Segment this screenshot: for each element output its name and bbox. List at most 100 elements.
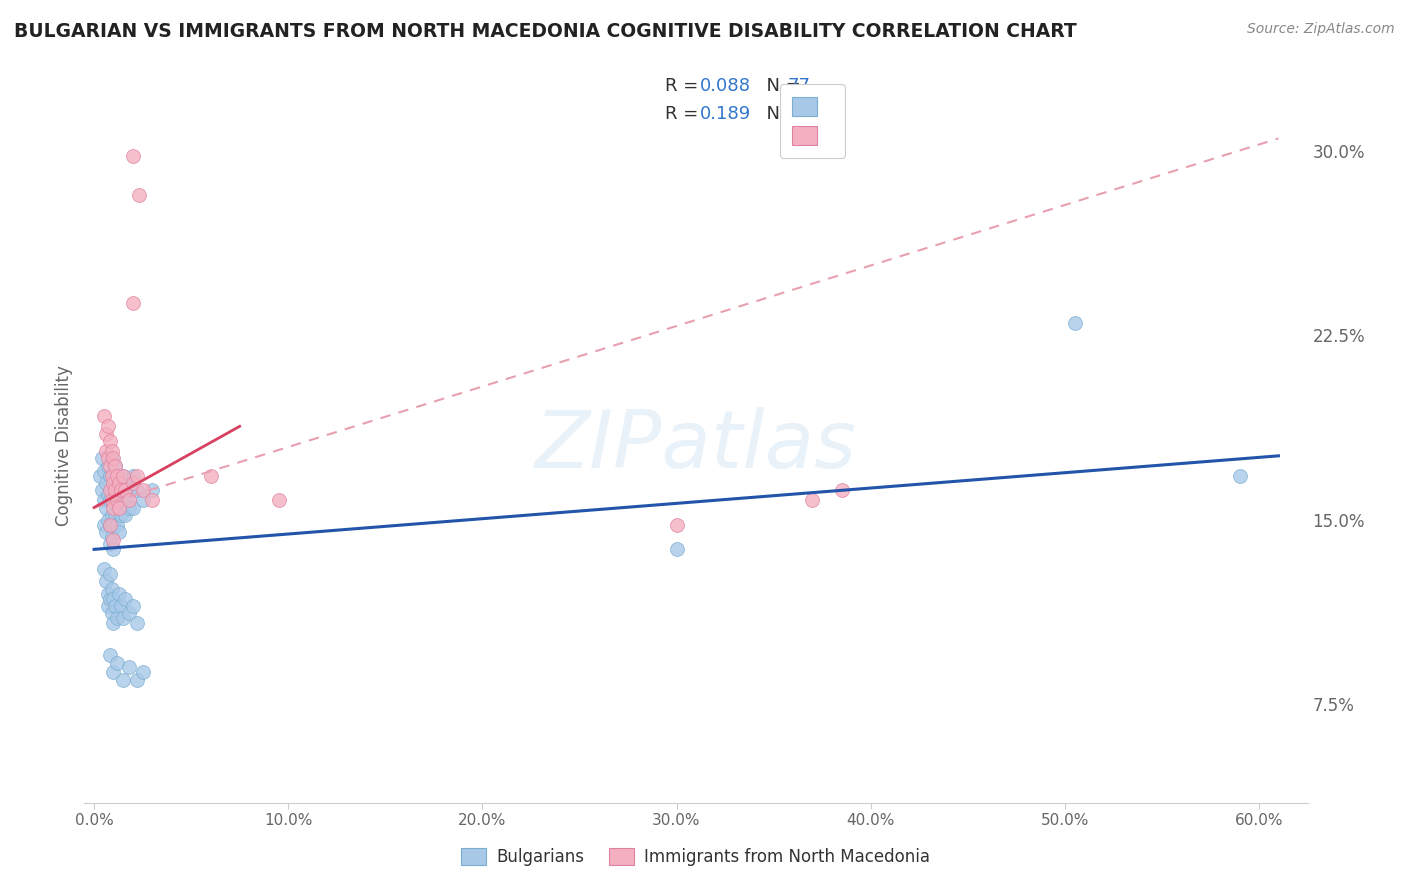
Point: [108, 500, 131, 515]
Point: [104, 508, 127, 522]
Point: [105, 493, 128, 508]
Point: [115, 493, 138, 508]
Point: [105, 468, 128, 483]
Point: [112, 468, 135, 483]
Point: [103, 591, 125, 606]
Point: [110, 599, 132, 613]
Text: 0.189: 0.189: [700, 105, 751, 123]
Point: [105, 468, 128, 483]
Point: [105, 517, 128, 532]
Point: [90, 483, 112, 498]
Point: [97, 599, 120, 613]
Point: [104, 483, 127, 498]
Point: [665, 542, 688, 557]
Point: [114, 483, 136, 498]
Point: [98, 537, 121, 551]
Point: [100, 508, 122, 522]
Point: [98, 493, 121, 508]
Point: [98, 468, 121, 483]
Point: [122, 468, 145, 483]
Text: R =: R =: [665, 105, 710, 123]
Point: [94, 444, 117, 458]
Point: [100, 493, 122, 508]
Point: [97, 458, 120, 473]
Point: [103, 542, 125, 557]
Point: [122, 599, 145, 613]
Point: [103, 475, 125, 490]
Text: 0.088: 0.088: [700, 77, 751, 95]
Point: [98, 434, 121, 448]
Point: [141, 483, 163, 498]
Point: [93, 409, 115, 424]
Point: [103, 493, 125, 508]
Point: [125, 468, 148, 483]
Point: [93, 493, 115, 508]
Point: [104, 458, 127, 473]
Point: [100, 444, 122, 458]
Point: [128, 188, 150, 202]
Point: [93, 464, 115, 478]
Point: [98, 591, 121, 606]
Point: [97, 513, 120, 527]
Point: [98, 458, 121, 473]
Point: [131, 483, 153, 498]
Point: [801, 493, 824, 508]
Text: Source: ZipAtlas.com: Source: ZipAtlas.com: [1247, 22, 1395, 37]
Point: [98, 483, 121, 498]
Legend: Bulgarians, Immigrants from North Macedonia: Bulgarians, Immigrants from North Macedo…: [454, 841, 938, 873]
Point: [94, 475, 117, 490]
Point: [108, 587, 131, 601]
Point: [103, 533, 125, 547]
Text: ZIPatlas: ZIPatlas: [534, 407, 858, 485]
Point: [90, 451, 112, 466]
Point: [200, 468, 222, 483]
Point: [108, 475, 131, 490]
Point: [97, 419, 120, 434]
Point: [94, 525, 117, 540]
Point: [104, 599, 127, 613]
Point: [118, 475, 141, 490]
Point: [100, 451, 122, 466]
Point: [125, 616, 148, 631]
Text: 37: 37: [787, 105, 811, 123]
Point: [103, 451, 125, 466]
Point: [100, 468, 122, 483]
Point: [103, 665, 125, 680]
Point: [118, 660, 141, 674]
Point: [125, 673, 148, 687]
Point: [112, 468, 135, 483]
Text: 77: 77: [787, 77, 811, 95]
Point: [267, 493, 290, 508]
Text: N =: N =: [755, 77, 806, 95]
Point: [118, 607, 141, 621]
Point: [112, 611, 135, 625]
Point: [110, 483, 132, 498]
Point: [112, 493, 135, 508]
Point: [98, 517, 121, 532]
Point: [103, 517, 125, 532]
Point: [97, 587, 120, 601]
Point: [1063, 316, 1085, 330]
Point: [104, 458, 127, 473]
Point: [89, 468, 111, 483]
Point: [94, 500, 117, 515]
Point: [110, 508, 132, 522]
Point: [94, 426, 117, 441]
Point: [1229, 468, 1251, 483]
Y-axis label: Cognitive Disability: Cognitive Disability: [55, 366, 73, 526]
Point: [98, 517, 121, 532]
Point: [94, 574, 117, 589]
Point: [122, 148, 145, 162]
Point: [108, 525, 131, 540]
Point: [97, 451, 120, 466]
Point: [120, 483, 142, 498]
Point: [105, 611, 128, 625]
Point: [103, 468, 125, 483]
Point: [108, 475, 131, 490]
Point: [105, 656, 128, 670]
Point: [114, 483, 136, 498]
Text: BULGARIAN VS IMMIGRANTS FROM NORTH MACEDONIA COGNITIVE DISABILITY CORRELATION CH: BULGARIAN VS IMMIGRANTS FROM NORTH MACED…: [14, 22, 1077, 41]
Point: [125, 483, 148, 498]
Point: [141, 493, 163, 508]
Point: [122, 475, 145, 490]
